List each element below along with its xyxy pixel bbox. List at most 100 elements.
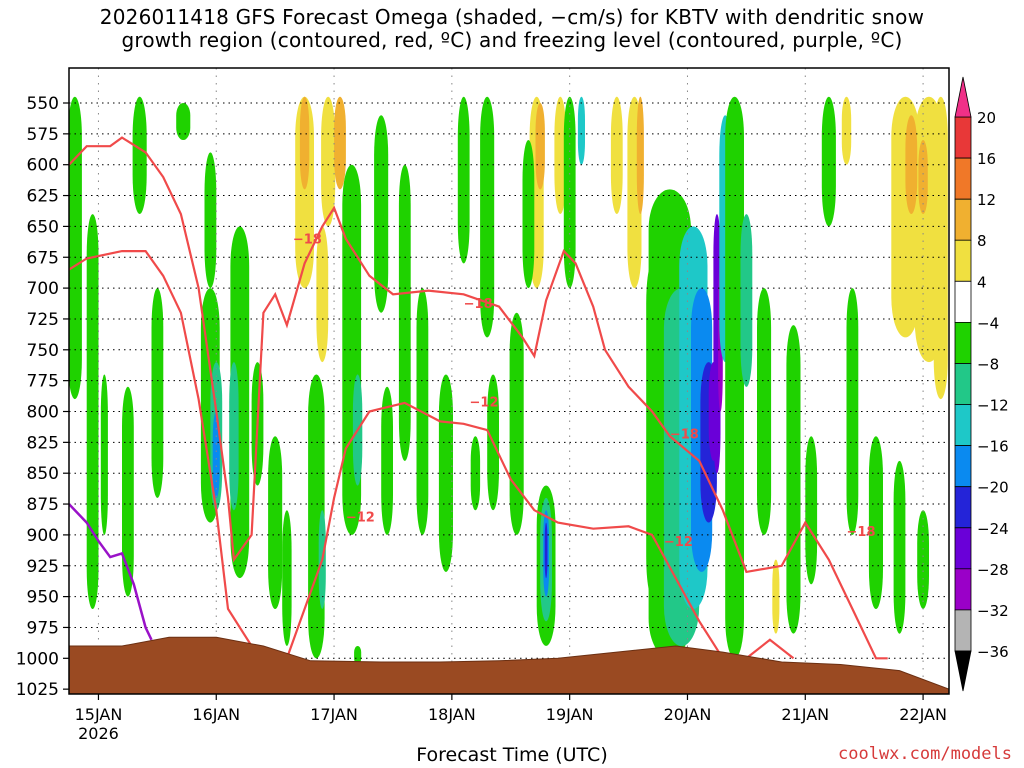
colorbar: 20 16 12 8 4 −4 −8 −12 −16 −20 −24 −28 −32 −36 [954,76,1009,692]
y-tick-label: 675 [27,248,59,268]
colorbar-max-triangle [954,76,972,118]
x-tick-year-label: 2026 [78,724,119,743]
omega-shade-region [636,96,644,214]
colorbar-segment [954,527,972,570]
omega-shade-region [725,96,744,659]
omega-shade-region [381,386,393,535]
y-tick-label: 725 [27,310,59,330]
omega-shade-region [841,96,852,165]
omega-shade-region [282,510,292,646]
colorbar-label: −12 [977,397,1009,415]
x-tick-label: 15JAN [75,705,123,724]
y-tick-label: 775 [27,372,59,392]
y-tick-label: 925 [27,557,59,577]
chart-title-line2: growth region (contoured, red, ºC) and f… [121,28,903,52]
y-tick-label: 700 [27,279,59,299]
omega-shade-region [299,96,310,190]
omega-shade-region [132,96,147,214]
omega-shade-region [398,164,411,461]
omega-shade-region [268,436,283,609]
omega-shade-region [374,115,389,313]
contour-label: −18 [847,525,876,540]
omega-shade-region [321,96,336,227]
colorbar-segment [954,239,972,282]
omega-shade-region [805,436,818,585]
omega-shade-region [933,96,948,400]
omega-shade-region [86,214,99,609]
colorbar-segment [954,116,972,159]
y-tick-label: 650 [27,217,59,237]
omega-shade-region [229,362,239,511]
omega-shade-region [535,103,545,190]
y-tick-label: 825 [27,433,59,453]
omega-shade-region [577,96,585,165]
y-tick-label: 625 [27,187,59,207]
y-tick-label: 950 [27,588,59,608]
colorbar-label: −32 [977,602,1009,620]
contour-label: −12 [470,396,499,411]
x-tick-label: 18JAN [428,705,476,724]
omega-shade-region [100,374,108,535]
colorbar-label: −4 [977,314,999,332]
y-tick-label: 875 [27,495,59,515]
y-tick-label: 600 [27,156,59,176]
y-tick-label: 1025 [16,680,59,700]
omega-shade-region [544,522,548,579]
omega-shade-region [176,103,191,140]
omega-shade-region [740,214,753,387]
colorbar-label: −36 [977,643,1009,661]
freezing-level-line [69,503,153,641]
omega-shade-region [122,386,134,597]
omega-shade-region [509,312,524,535]
y-tick-label: 850 [27,464,59,484]
omega-shade-region [522,140,535,289]
contour-label: −12 [346,510,375,525]
x-tick-label: 19JAN [546,705,594,724]
omega-shade-region [554,96,567,214]
omega-shade-region [354,646,362,665]
y-tick-label: 575 [27,125,59,145]
omega-shade-region [480,96,495,338]
colorbar-segment [954,486,972,529]
terrain-fill [69,636,949,694]
omega-shade-region [893,460,906,634]
x-tick-label: 20JAN [664,705,712,724]
contour-label: −18 [293,233,322,248]
colorbar-label: −28 [977,561,1009,579]
omega-shade-region [316,226,329,363]
colorbar-label: 16 [977,150,996,168]
omega-shade-region [457,96,470,264]
colorbar-label: −24 [977,520,1009,538]
contour-line [69,250,795,660]
x-tick-label: 16JAN [192,705,240,724]
colorbar-segment [954,404,972,446]
contour-label: −18 [670,428,699,443]
colorbar-label: 20 [977,109,996,127]
colorbar-segment [954,321,972,364]
x-tick-label: 21JAN [781,705,829,724]
y-tick-label: 800 [27,403,59,423]
omega-shade-region [821,96,836,227]
x-tick-label: 17JAN [310,705,358,724]
omega-shade-region [563,96,576,289]
y-axis: 550 575 600 625 650 675 700 725 750 775 800 825 850 8… [16,94,69,700]
omega-shade-region [917,510,929,609]
y-tick-label: 1000 [16,649,59,669]
colorbar-segment [954,280,972,323]
chart-title: 2026011418 GFS Forecast Omega (shaded, −… [0,6,1024,52]
colorbar-label: 8 [977,232,987,250]
credit-text: coolwx.com/models [838,744,1012,764]
omega-shade-region [69,96,82,400]
omega-shading-layer [69,96,948,665]
omega-shade-region [204,152,217,289]
omega-shade-region [772,559,780,634]
x-axis-label: Forecast Time (UTC) [416,744,608,766]
colorbar-segment [954,445,972,488]
colorbar-segment [954,363,972,405]
colorbar-label: −20 [977,479,1009,497]
colorbar-segment [954,568,972,611]
colorbar-label: 4 [977,273,987,291]
contour-label: −12 [664,535,693,550]
contour-line [69,136,888,660]
